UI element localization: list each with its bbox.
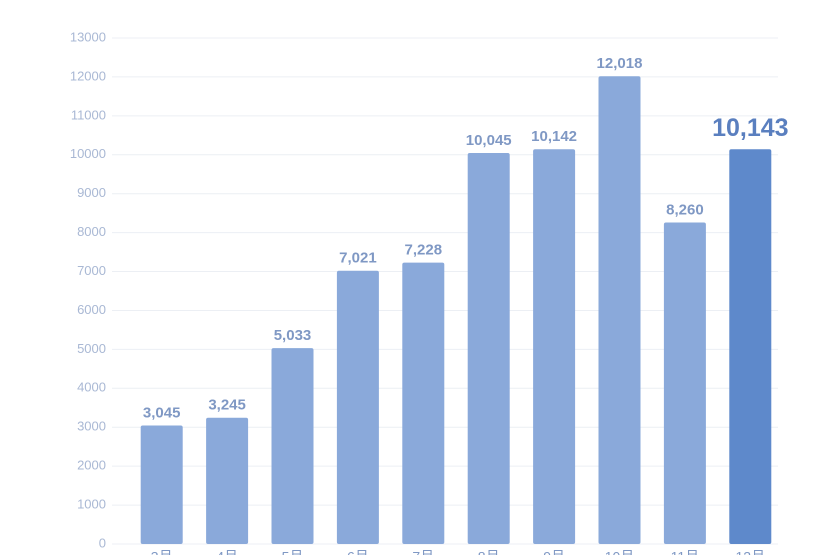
x-tick-label: 10月: [605, 549, 635, 555]
value-label: 8,260: [666, 201, 704, 218]
y-tick-label: 10000: [70, 146, 106, 161]
value-label: 12,018: [597, 55, 643, 72]
y-tick-label: 5000: [77, 341, 106, 356]
y-tick-label: 0: [99, 535, 106, 550]
y-tick-label: 11000: [71, 107, 106, 122]
x-tick-label: 4月: [216, 549, 238, 555]
value-label: 10,143: [712, 114, 788, 142]
y-tick-label: 3000: [77, 419, 106, 434]
y-tick-label: 2000: [77, 458, 106, 473]
value-label: 3,245: [208, 397, 246, 414]
bar: [598, 76, 641, 544]
y-tick-label: 9000: [77, 185, 106, 200]
bar: [533, 149, 576, 544]
value-label: 7,021: [339, 250, 377, 267]
y-tick-label: 7000: [77, 263, 106, 278]
value-label: 7,228: [405, 242, 443, 259]
x-tick-label: 6月: [347, 549, 369, 555]
x-tick-label: 9月: [543, 549, 565, 555]
y-tick-label: 6000: [77, 302, 106, 317]
x-tick-label: 5月: [282, 549, 304, 555]
y-tick-label: 13000: [70, 29, 106, 44]
bar: [140, 425, 183, 544]
bar: [336, 270, 379, 544]
value-label: 3,045: [143, 404, 181, 421]
value-label: 10,142: [531, 128, 577, 145]
y-tick-label: 1000: [77, 497, 106, 512]
x-tick-label: 12月: [736, 549, 766, 555]
x-tick-label: 7月: [412, 549, 434, 555]
x-tick-label: 3月: [151, 549, 173, 555]
y-tick-label: 12000: [70, 68, 106, 83]
bar: [402, 262, 445, 544]
y-tick-label: 4000: [77, 380, 106, 395]
value-label: 10,045: [466, 132, 512, 149]
x-tick-label: 11月: [671, 549, 700, 555]
bar: [663, 222, 706, 544]
bar: [271, 348, 314, 544]
y-tick-label: 8000: [77, 224, 106, 239]
value-label: 5,033: [274, 327, 312, 344]
bar: [206, 417, 249, 544]
x-tick-label: 8月: [478, 549, 500, 555]
bar: [729, 149, 772, 544]
bar: [467, 153, 510, 544]
